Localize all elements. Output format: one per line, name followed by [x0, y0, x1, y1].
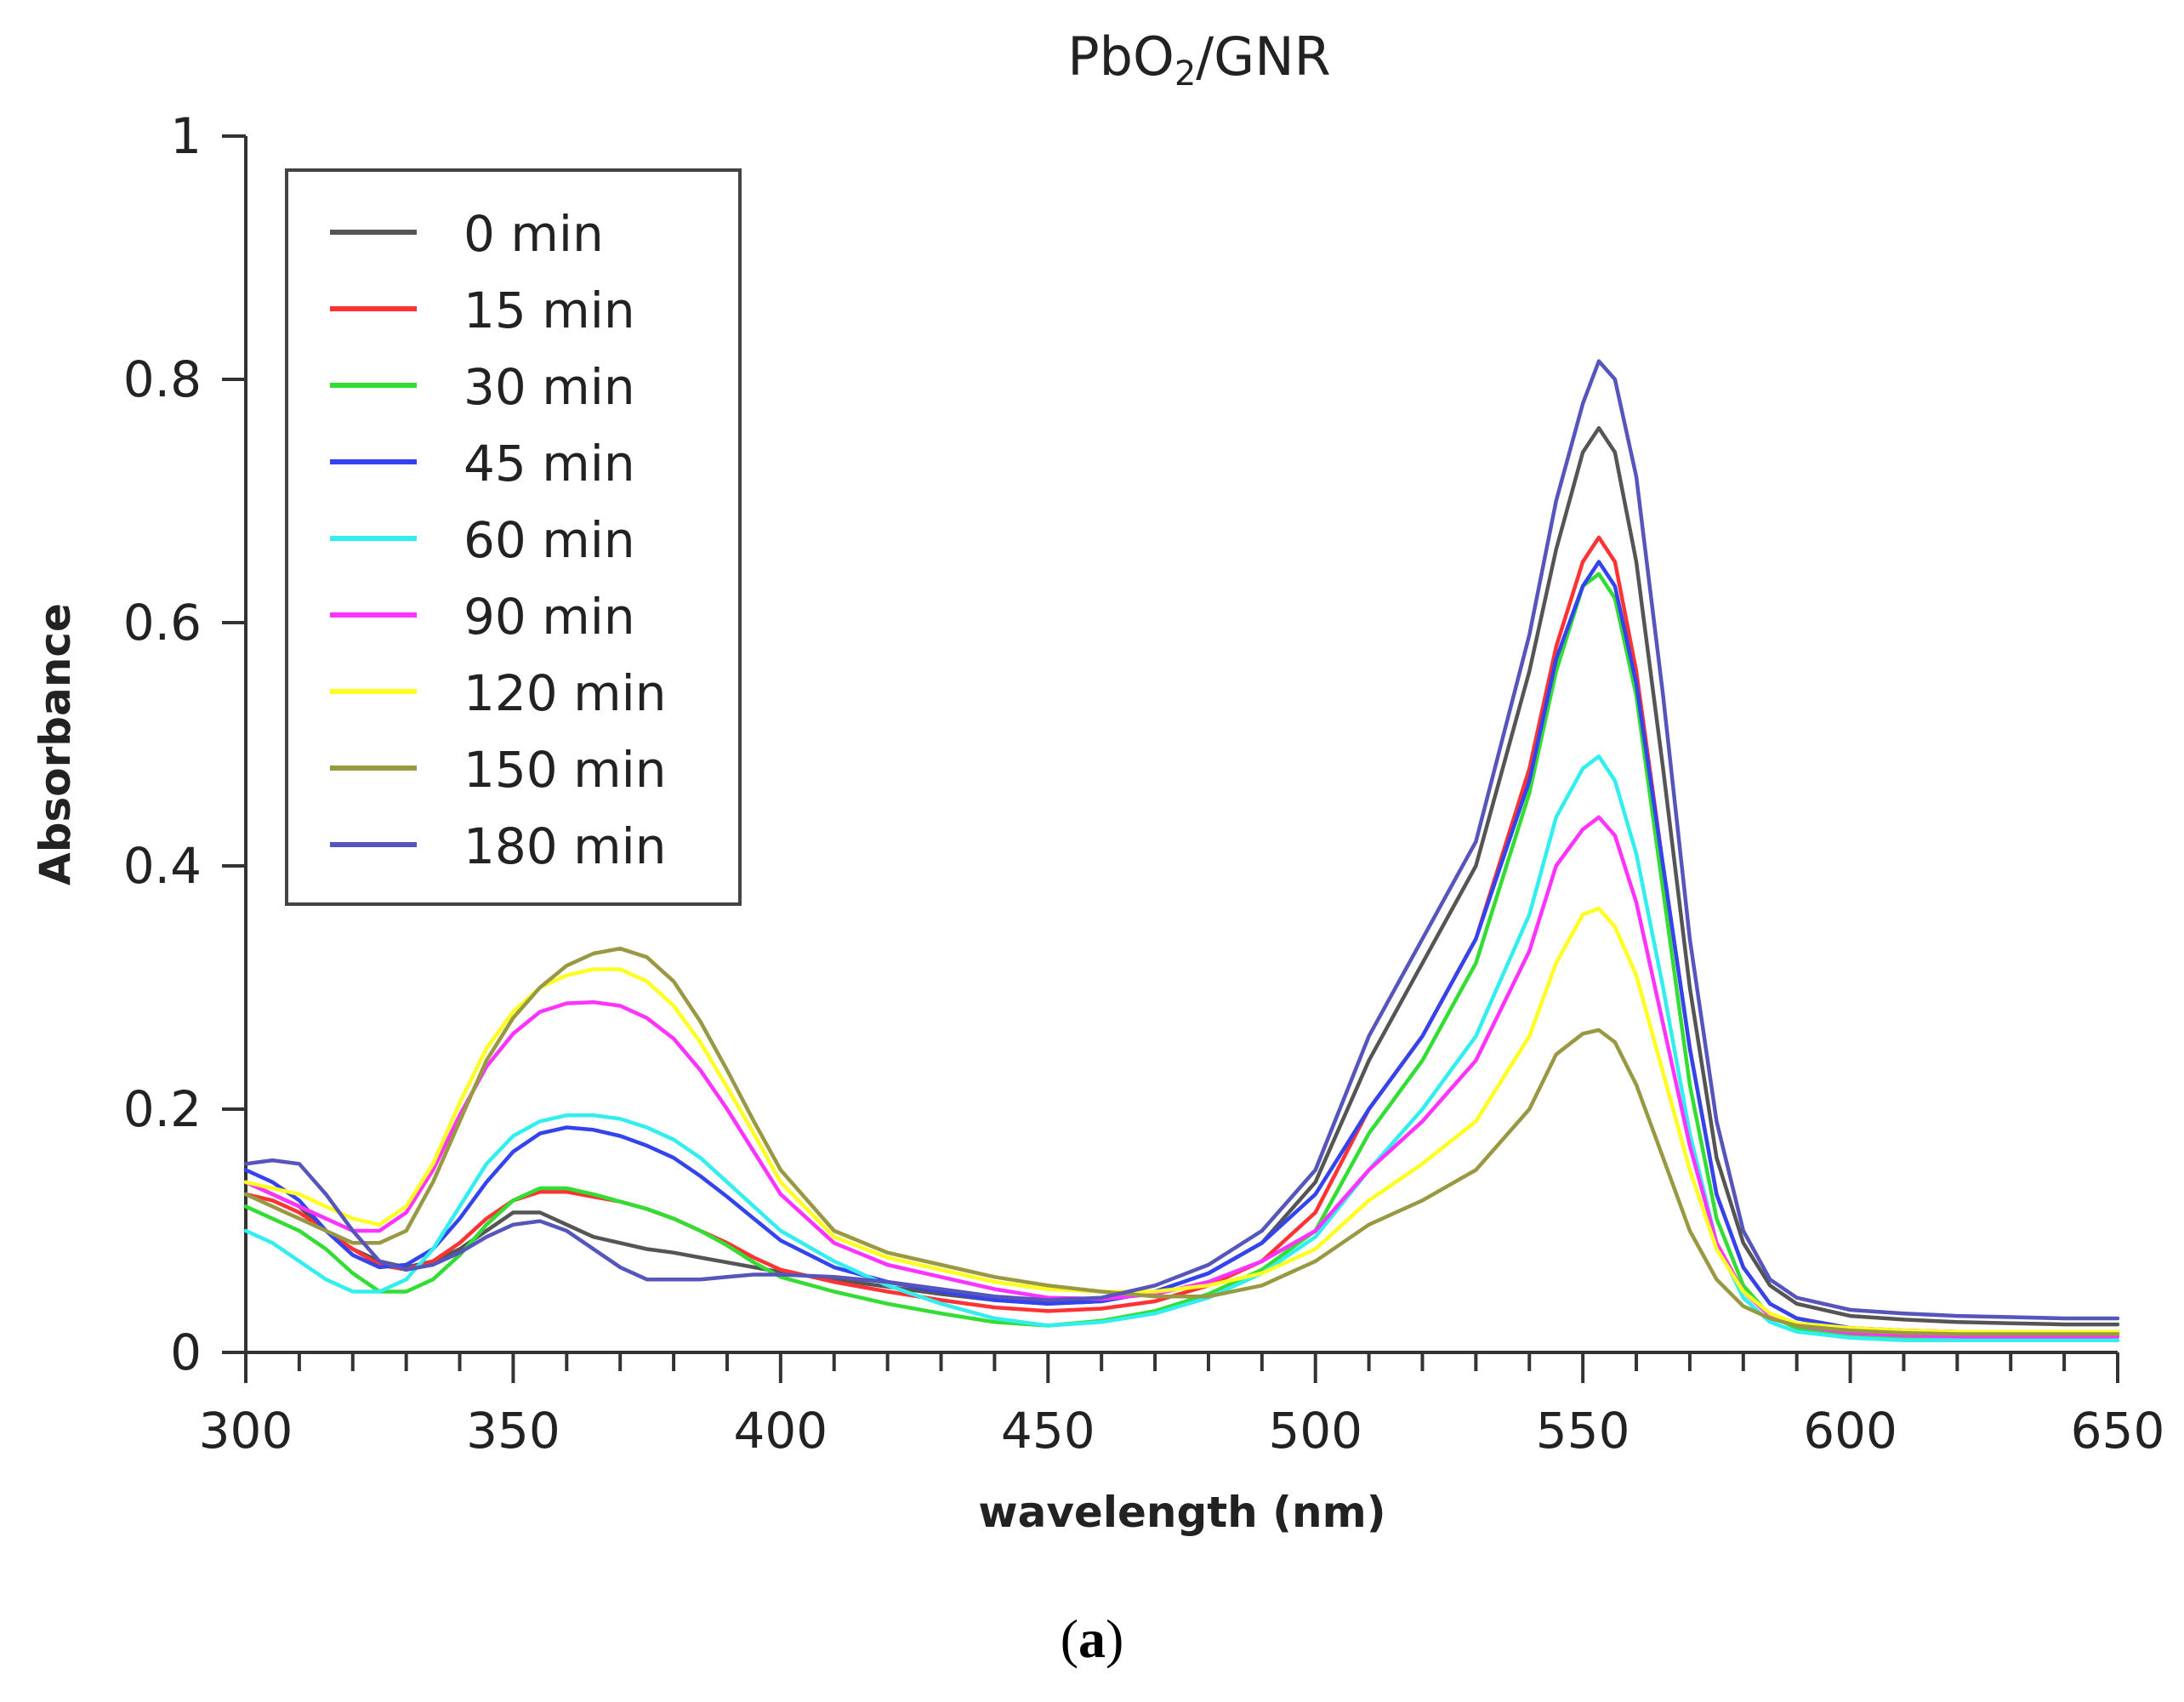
series-line-180-min	[243, 359, 2120, 1321]
x-ticks: 300 350 400 450 500 550 600 650	[199, 1352, 2165, 1460]
x-tick-label-350: 350	[466, 1402, 560, 1460]
legend-label-0-min: 0 min	[464, 205, 604, 263]
chart-title-rest: /GNR	[1196, 26, 1330, 88]
legend: 0 min 15 min 30 min 45 min 60 min 90 min 120 m…	[285, 168, 742, 906]
y-axis-title: Absorbance	[31, 603, 80, 885]
legend-label-180-min: 180 min	[464, 817, 667, 875]
x-tick-label-550: 550	[1536, 1402, 1630, 1460]
panel-label-open: (	[1061, 1608, 1078, 1669]
x-tick-label-600: 600	[1803, 1402, 1897, 1460]
legend-label-45-min: 45 min	[464, 435, 635, 492]
legend-label-15-min: 15 min	[464, 282, 635, 339]
y-tick-label-2: 0.4	[123, 837, 202, 895]
legend-label-120-min: 120 min	[464, 664, 667, 722]
y-tick-label-4: 0.8	[123, 350, 202, 408]
x-tick-label-500: 500	[1268, 1402, 1362, 1460]
x-axis-title: wavelength (nm)	[978, 1488, 1385, 1537]
legend-items: 0 min 15 min 30 min 45 min 60 min 90 min 120 m…	[330, 205, 667, 875]
x-tick-label-400: 400	[733, 1402, 828, 1460]
x-tick-label-300: 300	[199, 1402, 293, 1460]
legend-label-150-min: 150 min	[464, 741, 667, 799]
y-tick-label-0: 0	[170, 1323, 202, 1381]
panel-label-letter: a	[1078, 1608, 1106, 1669]
y-ticks: 0 0.2 0.4 0.6 0.8 1	[123, 107, 246, 1381]
legend-label-60-min: 60 min	[464, 511, 635, 569]
y-tick-label-1: 0.2	[123, 1080, 202, 1138]
y-tick-label-5: 1	[170, 107, 202, 165]
chart-title-subscript: 2	[1174, 54, 1196, 94]
legend-label-90-min: 90 min	[464, 588, 635, 646]
series-lines	[243, 359, 2120, 1342]
x-tick-label-650: 650	[2071, 1402, 2165, 1460]
series-line-120-min	[243, 906, 2120, 1334]
series-line-45-min	[243, 560, 2120, 1334]
x-tick-label-450: 450	[1001, 1402, 1095, 1460]
axes: 300 350 400 450 500 550 600 650 0 0.2 0.4 0.6 0.8 1	[123, 107, 2165, 1460]
panel-label: (a)	[1061, 1608, 1124, 1669]
panel-label-close: )	[1106, 1608, 1123, 1669]
chart-title: PbO2/GNR	[1067, 26, 1330, 94]
chart-title-main: PbO	[1067, 26, 1174, 88]
legend-label-30-min: 30 min	[464, 358, 635, 416]
y-tick-label-3: 0.6	[123, 594, 202, 652]
series-line-150-min	[243, 946, 2120, 1336]
